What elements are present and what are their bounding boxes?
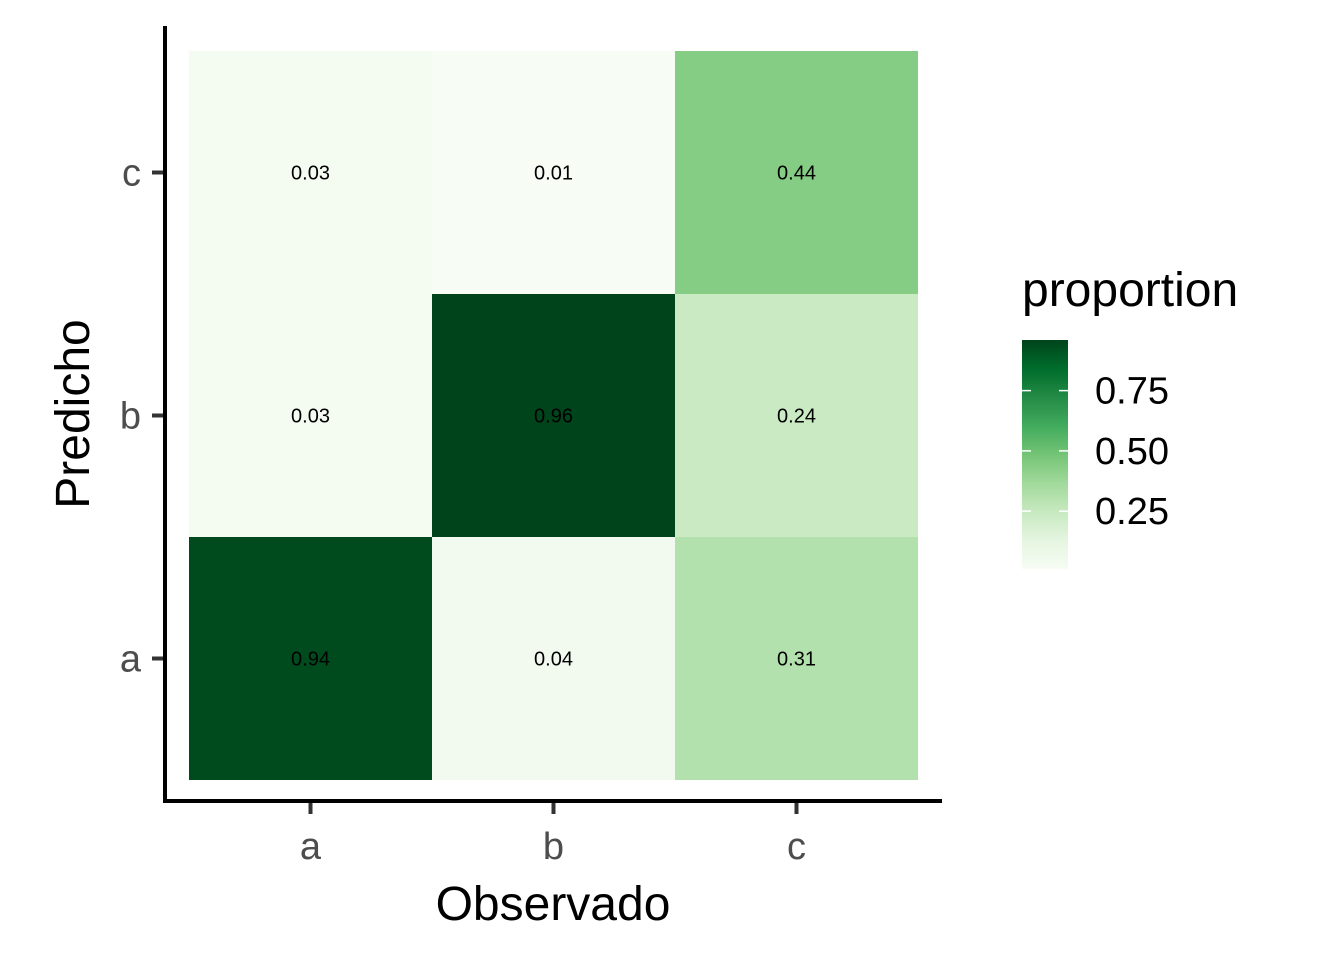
cell-label-a-c: 0.03 (291, 163, 330, 185)
y-axis-title: Predicho (47, 319, 100, 508)
legend-label-1: 0.50 (1095, 431, 1169, 473)
cell-label-a-b: 0.03 (291, 406, 330, 428)
heatmap-cell-c-c (675, 51, 918, 294)
legend-label-2: 0.75 (1095, 371, 1169, 413)
cell-label-c-b: 0.24 (777, 406, 816, 428)
heatmap-cell-a-c (189, 51, 432, 294)
x-axis-ticks: a b c (300, 803, 806, 868)
heatmap-cells (189, 51, 918, 780)
cell-label-b-a: 0.04 (534, 649, 573, 671)
cell-label-b-c: 0.01 (534, 163, 573, 185)
y-tick-label-c: c (122, 153, 141, 195)
heatmap-cell-c-b (675, 294, 918, 537)
legend-colorbar (1022, 340, 1068, 569)
x-tick-label-c: c (787, 826, 806, 868)
y-tick-label-b: b (120, 396, 141, 438)
heatmap-cell-b-b (432, 294, 675, 537)
cell-label-c-c: 0.44 (777, 163, 816, 185)
heatmap-cell-a-b (189, 294, 432, 537)
x-tick-label-a: a (300, 826, 322, 868)
heatmap-cell-a-a (189, 537, 432, 780)
cell-label-a-a: 0.94 (291, 649, 330, 671)
heatmap-cell-b-c (432, 51, 675, 294)
legend-title: proportion (1022, 264, 1238, 317)
heatmap-cell-labels: 0.94 0.04 0.31 0.03 0.96 0.24 0.03 0.01 0.44 (291, 163, 816, 671)
x-tick-label-b: b (543, 826, 564, 868)
y-axis-ticks: a b c (120, 153, 163, 681)
y-tick-label-a: a (120, 639, 142, 681)
heatmap-cell-b-a (432, 537, 675, 780)
legend-ticks: 0.25 0.50 0.75 (1022, 371, 1169, 533)
x-axis-title: Observado (436, 878, 671, 931)
axes (163, 26, 942, 803)
cell-label-c-a: 0.31 (777, 649, 816, 671)
legend-label-0: 0.25 (1095, 491, 1169, 533)
heatmap-cell-c-a (675, 537, 918, 780)
color-legend: proportion 0.25 0.50 0.75 (1022, 264, 1238, 569)
cell-label-b-b: 0.96 (534, 406, 573, 428)
